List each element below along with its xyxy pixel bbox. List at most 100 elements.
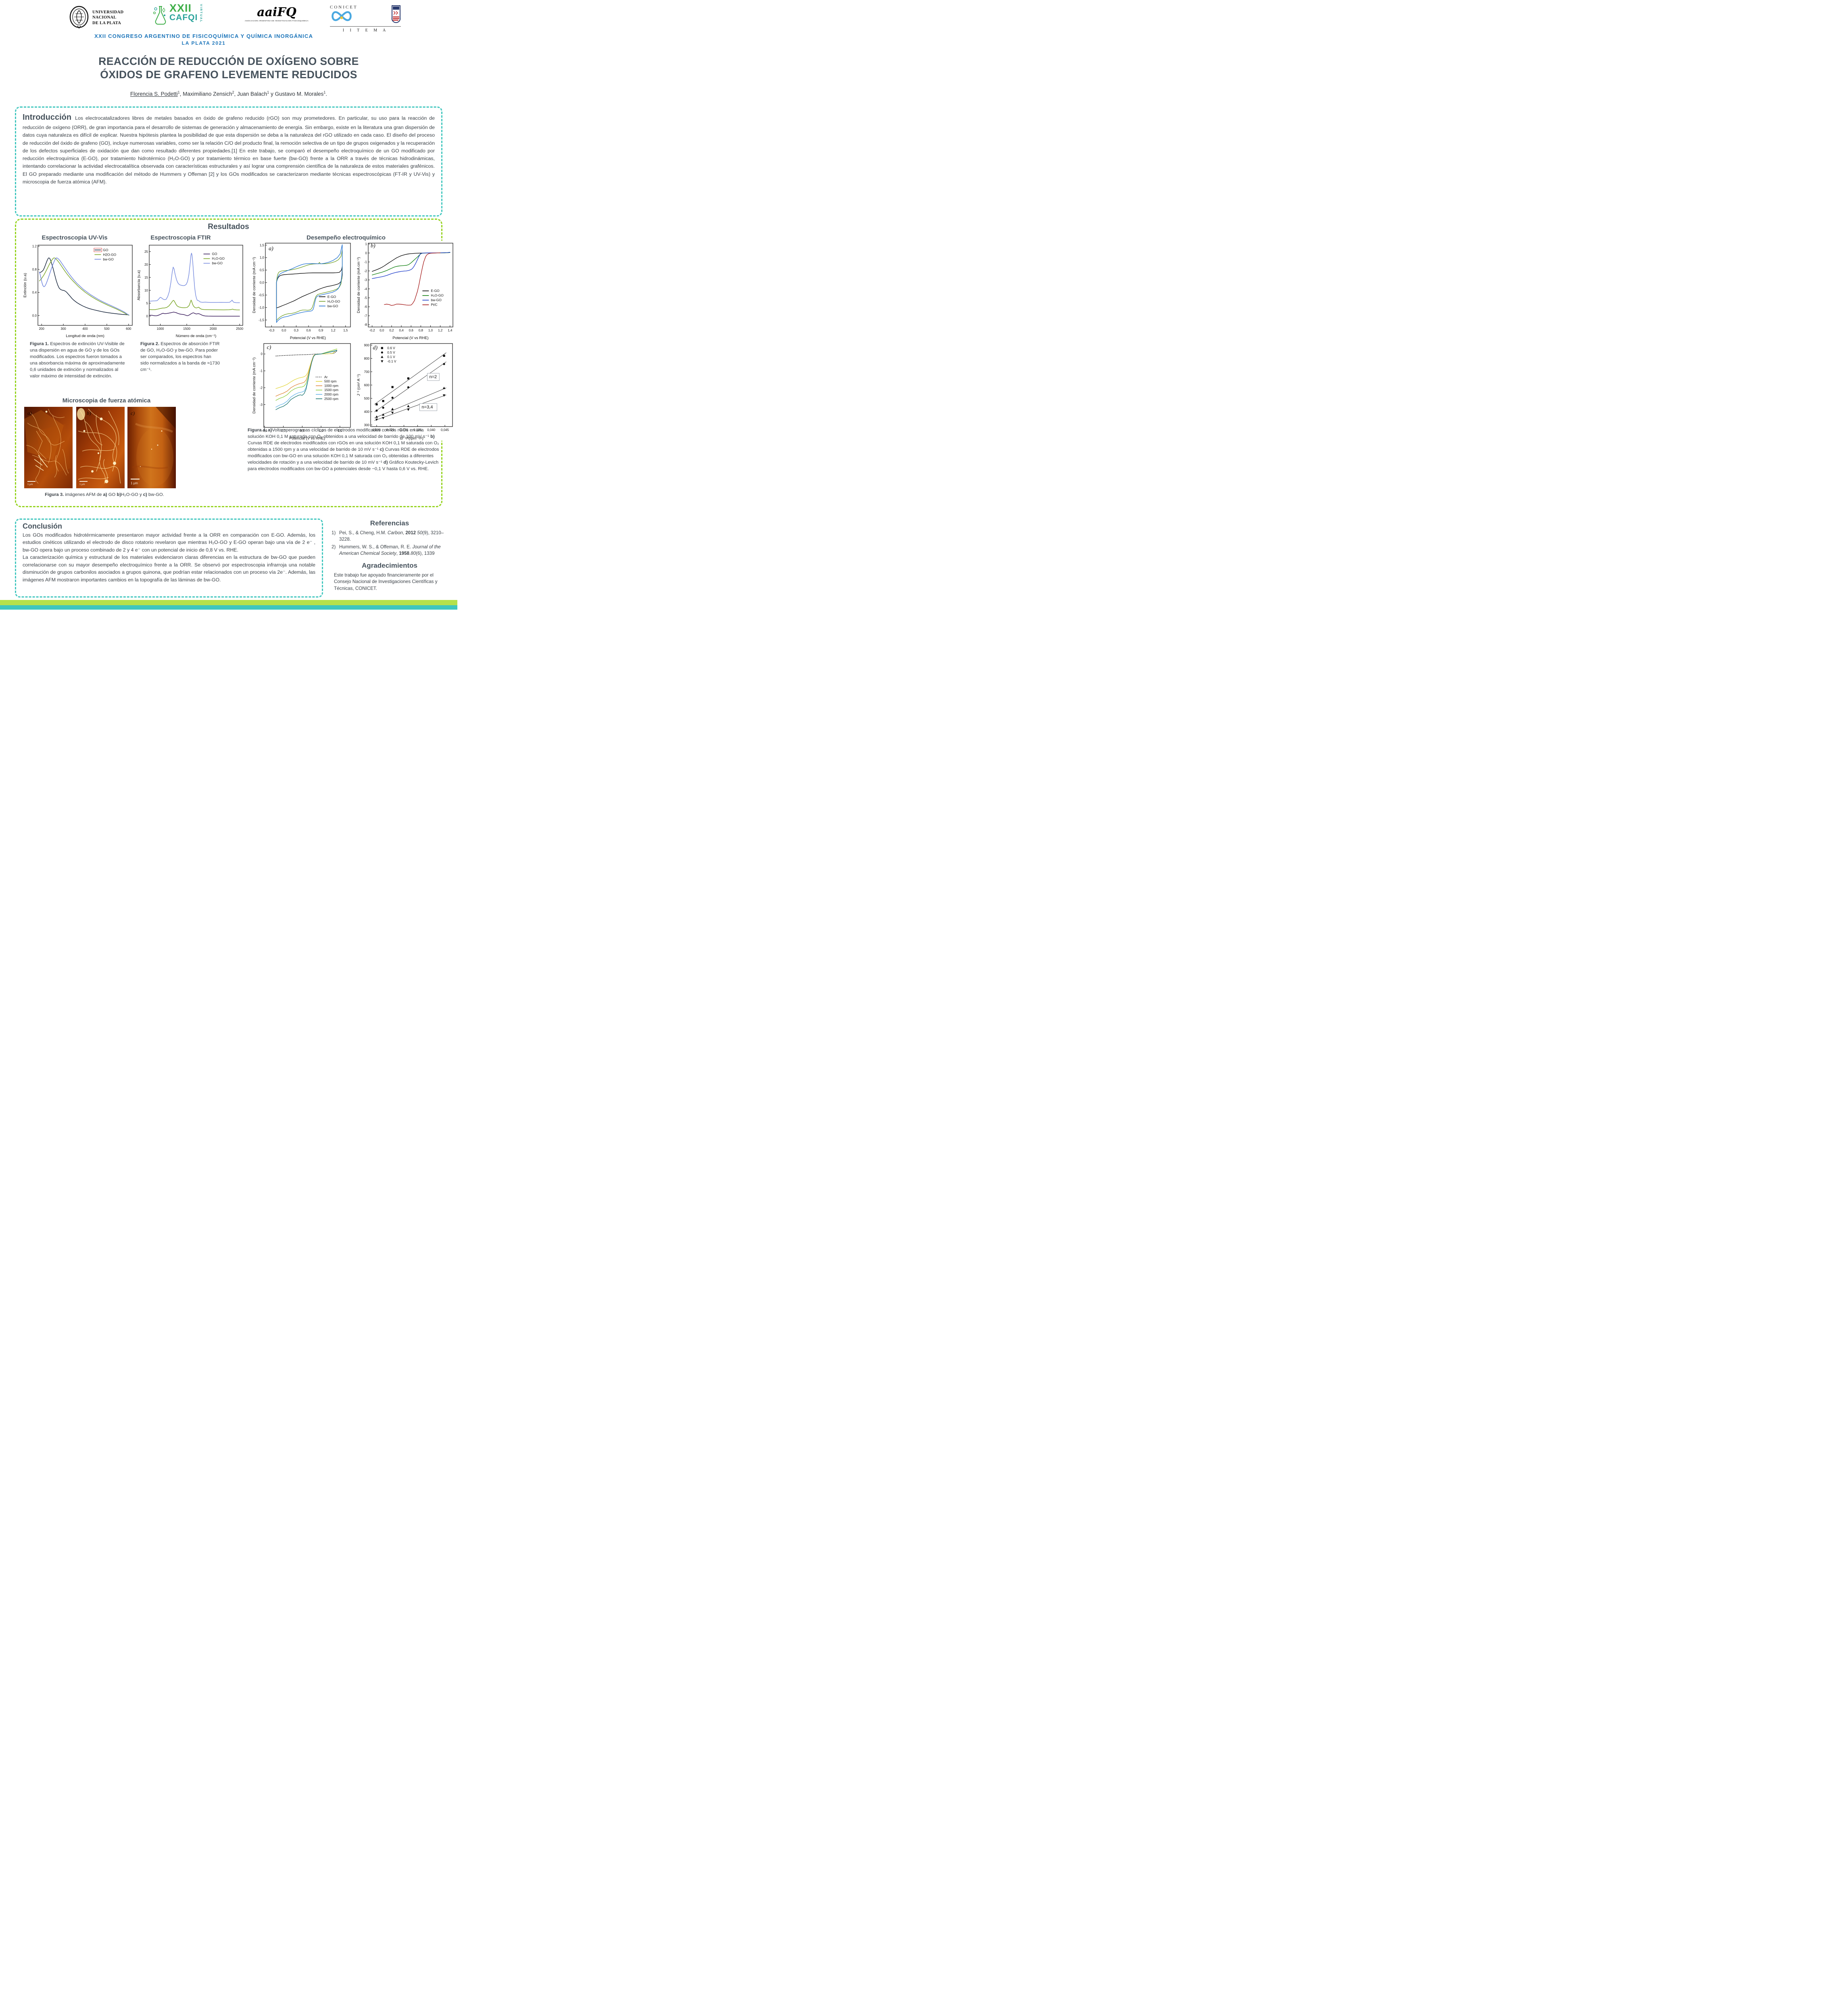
cafqi-logo: XXII CAFQI VIRTUAL	[152, 3, 203, 27]
ftir-section-title: Espectroscopia FTIR	[150, 234, 211, 241]
rde-rpm-chart-c: -0,5 0,0 0,5 1,0 1,5 0 -1 -2 -3 Potencial (V vs R…	[252, 341, 353, 441]
svg-text:-2: -2	[364, 269, 367, 273]
unlp-line3: DE LA PLATA	[92, 21, 121, 25]
svg-text:Potencial (V vs RHE): Potencial (V vs RHE)	[290, 336, 326, 340]
iitema-label: I I T E M A	[342, 28, 388, 33]
uvvis-section-title: Espectroscopia UV-Vis	[42, 234, 108, 241]
cafqi-virtual: VIRTUAL	[199, 4, 203, 23]
svg-text:0: 0	[365, 251, 367, 255]
svg-text:n=3,4: n=3,4	[422, 405, 433, 410]
svg-text:E-GO: E-GO	[431, 289, 440, 293]
congress-title: XXII CONGRESO ARGENTINO DE FISICOQUÍMICA…	[0, 33, 407, 46]
introduction-heading: Introducción	[23, 113, 72, 122]
svg-text:2000: 2000	[210, 327, 217, 331]
electrochem-section-title: Desempeño electroquímico	[307, 234, 386, 241]
svg-text:600: 600	[364, 383, 370, 387]
figure3-caption: Figura 3. imágenes AFM de a) GO b)H₂O-GO…	[45, 492, 164, 497]
svg-text:-2: -2	[260, 386, 263, 389]
svg-text:c): c)	[131, 410, 135, 416]
svg-text:-5: -5	[364, 296, 367, 300]
svg-text:1,0: 1,0	[428, 329, 433, 332]
svg-text:0,0: 0,0	[260, 281, 265, 285]
svg-text:0,6: 0,6	[409, 329, 414, 332]
svg-text:-0,2: -0,2	[369, 329, 375, 332]
svg-text:0: 0	[146, 314, 148, 318]
svg-text:1 μm: 1 μm	[131, 481, 138, 485]
unlp-seal-icon	[69, 6, 89, 29]
svg-text:200: 200	[39, 327, 44, 331]
unrc-crest-icon	[391, 5, 401, 23]
congress-line2: LA PLATA 2021	[181, 40, 226, 46]
svg-text:1,0: 1,0	[319, 429, 324, 433]
svg-text:Absorbancia (u.a): Absorbancia (u.a)	[137, 270, 141, 300]
conicet-infinity-icon	[332, 11, 352, 21]
svg-text:0.0: 0.0	[32, 314, 37, 317]
introduction-text: Los electrocatalizadores libres de metal…	[23, 115, 435, 185]
afm-image-go: a) 1 μm	[24, 407, 73, 488]
svg-text:400: 400	[82, 327, 88, 331]
svg-text:700: 700	[364, 370, 370, 374]
svg-text:Número de onda (cm⁻¹): Número de onda (cm⁻¹)	[176, 334, 217, 338]
svg-text:a): a)	[269, 246, 273, 252]
svg-text:0.6 V: 0.6 V	[387, 346, 395, 350]
svg-text:0,3: 0,3	[294, 329, 299, 332]
svg-text:900: 900	[364, 344, 370, 347]
svg-text:Potencial (V vs RHE): Potencial (V vs RHE)	[289, 436, 325, 441]
svg-text:Pt/C: Pt/C	[431, 303, 437, 307]
poster-title-line2: ÓXIDOS DE GRAFENO LEVEMENTE REDUCIDOS	[100, 69, 357, 81]
acknowledgments-heading: Agradecimientos	[362, 561, 417, 569]
svg-text:GO: GO	[212, 252, 217, 256]
svg-text:H₂O-GO: H₂O-GO	[327, 299, 340, 303]
svg-text:0: 0	[261, 352, 263, 356]
svg-text:500: 500	[104, 327, 110, 331]
svg-text:-6: -6	[364, 305, 367, 309]
svg-text:1: 1	[365, 242, 367, 246]
svg-text:1 μm: 1 μm	[79, 483, 85, 486]
svg-text:1,5: 1,5	[260, 244, 265, 247]
svg-text:1,2: 1,2	[438, 329, 443, 332]
svg-text:10: 10	[144, 289, 148, 292]
svg-text:1,5: 1,5	[338, 429, 342, 433]
svg-text:-1: -1	[364, 260, 367, 264]
svg-text:0,4: 0,4	[399, 329, 404, 332]
aaifq-logo: aaiFQ ASOCIACION ARGENTINA DE INVESTIGAC…	[244, 6, 309, 22]
svg-text:0,0: 0,0	[380, 329, 384, 332]
svg-text:H₂O-GO: H₂O-GO	[431, 294, 444, 298]
references-panel: Referencias 1) Pei, S., & Cheng, H.M. Car…	[332, 519, 448, 592]
reference-item: 2) Hummers, W. S., & Offeman, R. E. Journ…	[332, 544, 441, 556]
acknowledgments-text: Este trabajo fue apoyado financieramente…	[334, 572, 438, 591]
svg-text:0.1 V: 0.1 V	[387, 355, 395, 359]
afm-image-h2ogo: b) 1 μm	[76, 407, 125, 488]
svg-text:400: 400	[364, 410, 370, 414]
conicet-divider	[330, 26, 401, 27]
svg-text:15: 15	[144, 276, 148, 279]
svg-text:Densidad de corriente (mA cm⁻²: Densidad de corriente (mA cm⁻²)	[252, 357, 257, 413]
references-heading: Referencias	[370, 519, 409, 527]
conicet-logo: CONICET I I T E M A	[330, 5, 401, 33]
svg-text:c): c)	[267, 344, 271, 350]
svg-text:H2O-GO: H2O-GO	[103, 252, 116, 256]
conclusion-heading: Conclusión	[23, 522, 62, 530]
svg-text:1,5: 1,5	[343, 329, 348, 332]
svg-text:0,030: 0,030	[400, 428, 409, 432]
svg-text:1 μm: 1 μm	[27, 483, 33, 486]
svg-text:0.5 V: 0.5 V	[387, 350, 395, 354]
svg-text:0,0: 0,0	[282, 329, 286, 332]
svg-text:0.4: 0.4	[32, 291, 37, 294]
svg-text:-1,5: -1,5	[259, 318, 264, 322]
svg-text:0,5: 0,5	[300, 429, 305, 433]
results-box: Resultados Espectroscopia UV-Vis Espectr…	[15, 219, 456, 507]
cafqi-name: CAFQI	[169, 12, 198, 22]
svg-text:1000 rpm: 1000 rpm	[324, 383, 338, 387]
svg-text:Densidad de corriente (mA cm⁻²: Densidad de corriente (mA cm⁻²)	[252, 257, 257, 313]
ftir-chart: 1000 1500 2000 2500 0 5 10 15 20 25 Número de onda…	[136, 243, 246, 338]
svg-text:a): a)	[27, 410, 32, 416]
figure4-caption: Figura 4. a)Voltamperogramas cíclicos de…	[248, 428, 439, 472]
poster-page: UNIVERSIDAD NACIONAL DE LA PLATA XXII CA…	[0, 0, 457, 610]
koutecky-levich-chart-d: 0,020 0,025 0,030 0,035 0,040 0,045 300 400 500 6…	[356, 341, 456, 441]
svg-text:0,045: 0,045	[441, 428, 449, 432]
svg-text:-0,5: -0,5	[259, 294, 264, 297]
congress-line1: XXII CONGRESO ARGENTINO DE FISICOQUÍMICA…	[94, 33, 313, 39]
svg-text:1,2: 1,2	[331, 329, 336, 332]
authors-line: Florencia S. Podetti1, Maximiliano Zensi…	[130, 90, 327, 97]
